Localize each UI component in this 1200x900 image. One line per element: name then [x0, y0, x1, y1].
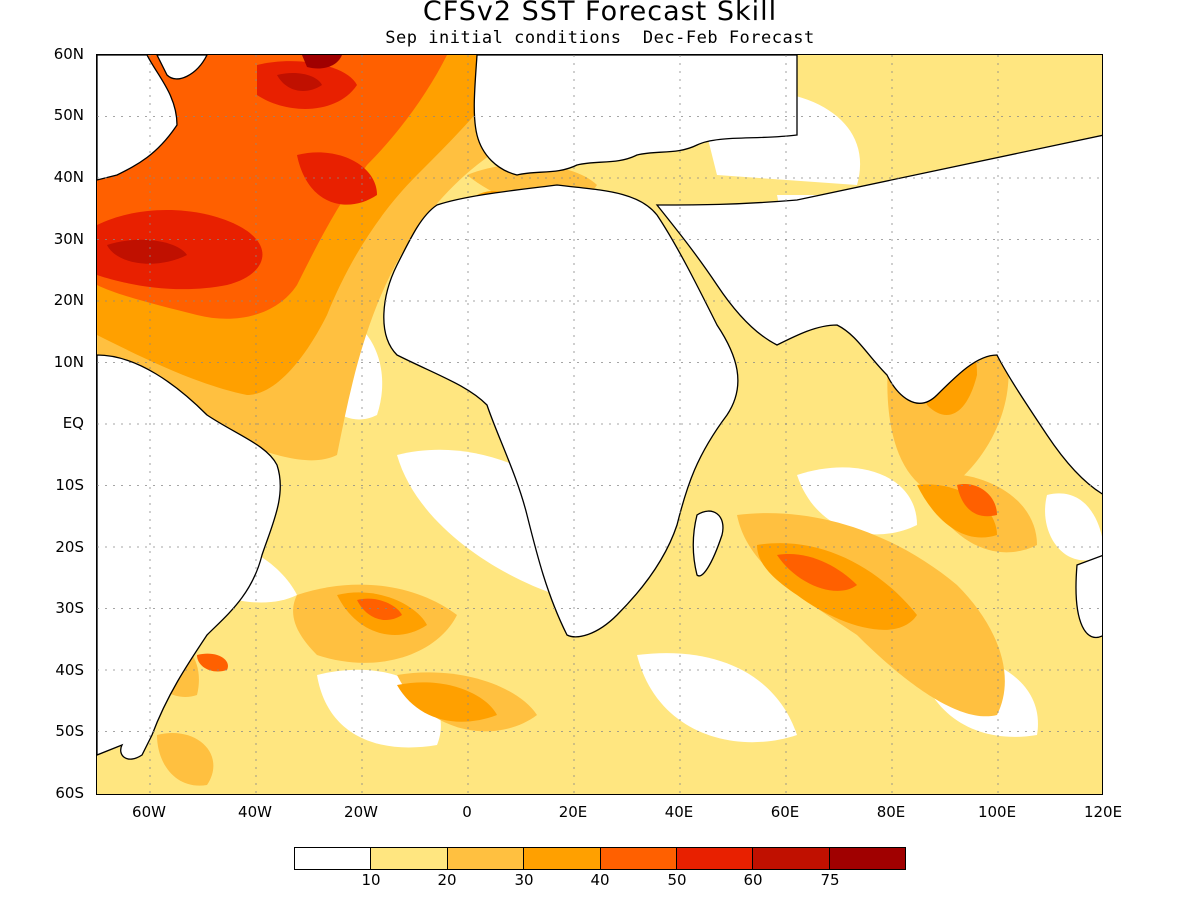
lon-tick-20e: 20E — [558, 803, 588, 821]
legend-label-20: 20 — [437, 871, 457, 889]
map-title: CFSv2 SST Forecast Skill — [422, 0, 778, 27]
legend-swatch-4 — [524, 848, 601, 869]
australia — [1075, 555, 1102, 639]
forecast-skill-map — [96, 54, 1103, 795]
lon-tick-60e: 60E — [770, 803, 800, 821]
landmasses — [97, 55, 1102, 760]
lat-tick-eq: EQ — [62, 414, 84, 432]
legend-swatch-7 — [753, 848, 830, 869]
skill-level-above-75 — [302, 55, 342, 69]
color-legend — [294, 847, 906, 870]
madagascar — [692, 510, 724, 577]
lat-tick-50s: 50S — [55, 722, 84, 740]
lon-tick-0: 0 — [462, 803, 472, 821]
north-america — [97, 55, 178, 181]
africa — [383, 184, 739, 638]
lat-tick-40n: 40N — [53, 168, 84, 186]
lat-tick-20s: 20S — [55, 538, 84, 556]
legend-swatch-6 — [676, 848, 754, 869]
lat-tick-20n: 20N — [53, 291, 84, 309]
lat-tick-60s: 60S — [55, 784, 84, 802]
legend-swatch-5 — [600, 848, 677, 869]
lon-tick-120e: 120E — [1083, 803, 1123, 821]
legend-label-10: 10 — [361, 871, 381, 889]
legend-label-30: 30 — [514, 871, 534, 889]
lat-tick-30n: 30N — [53, 230, 84, 248]
legend-label-50: 50 — [667, 871, 687, 889]
europe — [473, 55, 798, 176]
skill-field — [97, 55, 1102, 794]
lon-tick-60w: 60W — [132, 803, 166, 821]
asia — [655, 134, 1102, 495]
lon-tick-40w: 40W — [238, 803, 272, 821]
lat-tick-10s: 10S — [55, 476, 84, 494]
lat-tick-10n: 10N — [53, 353, 84, 371]
lat-tick-30s: 30S — [55, 599, 84, 617]
map-subtitle: Sep initial conditions Dec-Feb Forecast — [385, 28, 815, 48]
greenland — [156, 55, 208, 80]
legend-swatch-2 — [371, 848, 448, 869]
lat-tick-50n: 50N — [53, 106, 84, 124]
lat-tick-40s: 40S — [55, 661, 84, 679]
lon-tick-20w: 20W — [344, 803, 378, 821]
lon-tick-80e: 80E — [876, 803, 906, 821]
legend-swatch-3 — [447, 848, 525, 869]
legend-label-40: 40 — [590, 871, 610, 889]
lon-tick-100e: 100E — [977, 803, 1017, 821]
legend-label-60: 60 — [743, 871, 763, 889]
lat-tick-60n: 60N — [53, 45, 84, 63]
lon-tick-40e: 40E — [664, 803, 694, 821]
skill-level-60-75 — [107, 73, 322, 264]
legend-label-75: 75 — [820, 871, 840, 889]
legend-swatch-8 — [829, 848, 905, 869]
legend-swatch-1 — [295, 848, 372, 869]
south-america — [97, 354, 281, 760]
